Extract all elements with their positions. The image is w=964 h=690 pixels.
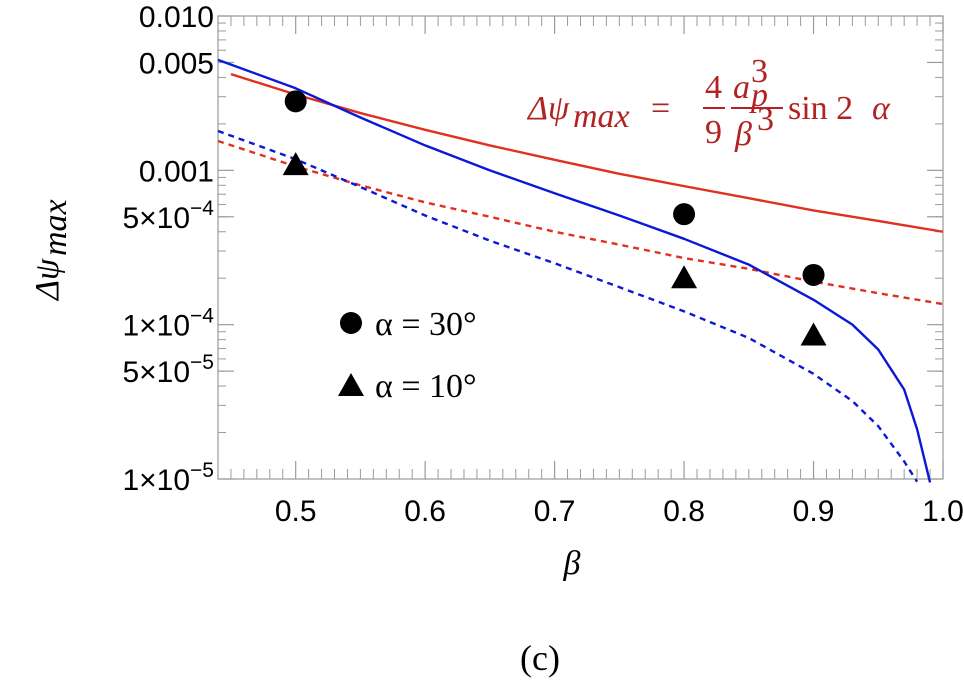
legend-triangle-marker bbox=[338, 373, 364, 396]
series-line-3 bbox=[217, 129, 919, 483]
x-tick-label: 0.9 bbox=[793, 495, 835, 528]
major-ticks bbox=[218, 15, 944, 480]
y-tick-label: 1×10−5 bbox=[122, 459, 214, 497]
formula-frac2-den-sup: 3 bbox=[757, 101, 774, 138]
y-tick-label: 5×10−5 bbox=[122, 351, 214, 389]
y-tick-label: 0.001 bbox=[139, 155, 214, 188]
x-tick-labels: 0.5 0.6 0.7 0.8 0.9 1.0 bbox=[275, 495, 964, 528]
marker-points bbox=[282, 90, 827, 346]
series-lines bbox=[217, 58, 944, 483]
legend-circle-marker bbox=[340, 312, 362, 334]
formula-annotation: Δψ max = 4 9 a 3 p β 3 sin 2 α bbox=[526, 53, 891, 153]
x-tick-label: 0.7 bbox=[534, 495, 576, 528]
formula-frac2-num-sub: p bbox=[749, 77, 768, 114]
y-axis-title-sub: max bbox=[37, 199, 74, 256]
minor-ticks bbox=[217, 16, 943, 479]
formula-lhs-sub: max bbox=[573, 98, 630, 135]
data-point-triangle bbox=[671, 265, 698, 289]
y-axis-title-base: Δψ bbox=[29, 258, 66, 302]
x-tick-label: 1.0 bbox=[922, 495, 964, 528]
figure-caption: (c) bbox=[520, 638, 560, 678]
series-line-2 bbox=[217, 58, 932, 483]
formula-equals: = bbox=[651, 90, 670, 127]
formula-frac2-den: β bbox=[734, 116, 752, 153]
data-point-circle bbox=[284, 90, 307, 113]
y-tick-label: 5×10−4 bbox=[122, 197, 214, 235]
plot-frame bbox=[217, 15, 944, 480]
series-line-1 bbox=[217, 139, 944, 306]
y-tick-label: 0.005 bbox=[139, 47, 214, 80]
data-point-triangle bbox=[800, 322, 827, 346]
x-tick-label: 0.6 bbox=[404, 495, 446, 528]
y-axis-title: Δψ max bbox=[29, 199, 74, 302]
formula-tail-var: α bbox=[872, 90, 891, 127]
formula-tail: sin 2 bbox=[788, 90, 853, 127]
data-point-triangle bbox=[282, 152, 309, 176]
x-axis-title: β bbox=[563, 545, 581, 582]
x-tick-label: 0.5 bbox=[275, 495, 317, 528]
legend-label-alpha30: α = 30° bbox=[375, 306, 477, 343]
series-line-0 bbox=[230, 73, 944, 233]
formula-lhs: Δψ bbox=[526, 90, 570, 127]
y-tick-label: 1×10−4 bbox=[122, 305, 214, 343]
data-point-circle bbox=[802, 263, 825, 286]
y-tick-label: 0.010 bbox=[139, 1, 214, 34]
legend: α = 30° α = 10° bbox=[338, 306, 477, 405]
data-point-circle bbox=[673, 203, 696, 226]
formula-frac2-num-base: a bbox=[733, 69, 750, 106]
formula-frac1-den: 9 bbox=[705, 114, 722, 151]
y-tick-labels: 0.010 0.005 0.001 5×10−4 1×10−4 5×10−5 1×10−5 bbox=[122, 1, 214, 497]
x-tick-label: 0.8 bbox=[663, 495, 705, 528]
formula-frac1-num: 4 bbox=[705, 69, 722, 106]
legend-label-alpha10: α = 10° bbox=[375, 368, 477, 405]
formula-frac2-num-sup: 3 bbox=[751, 53, 768, 90]
